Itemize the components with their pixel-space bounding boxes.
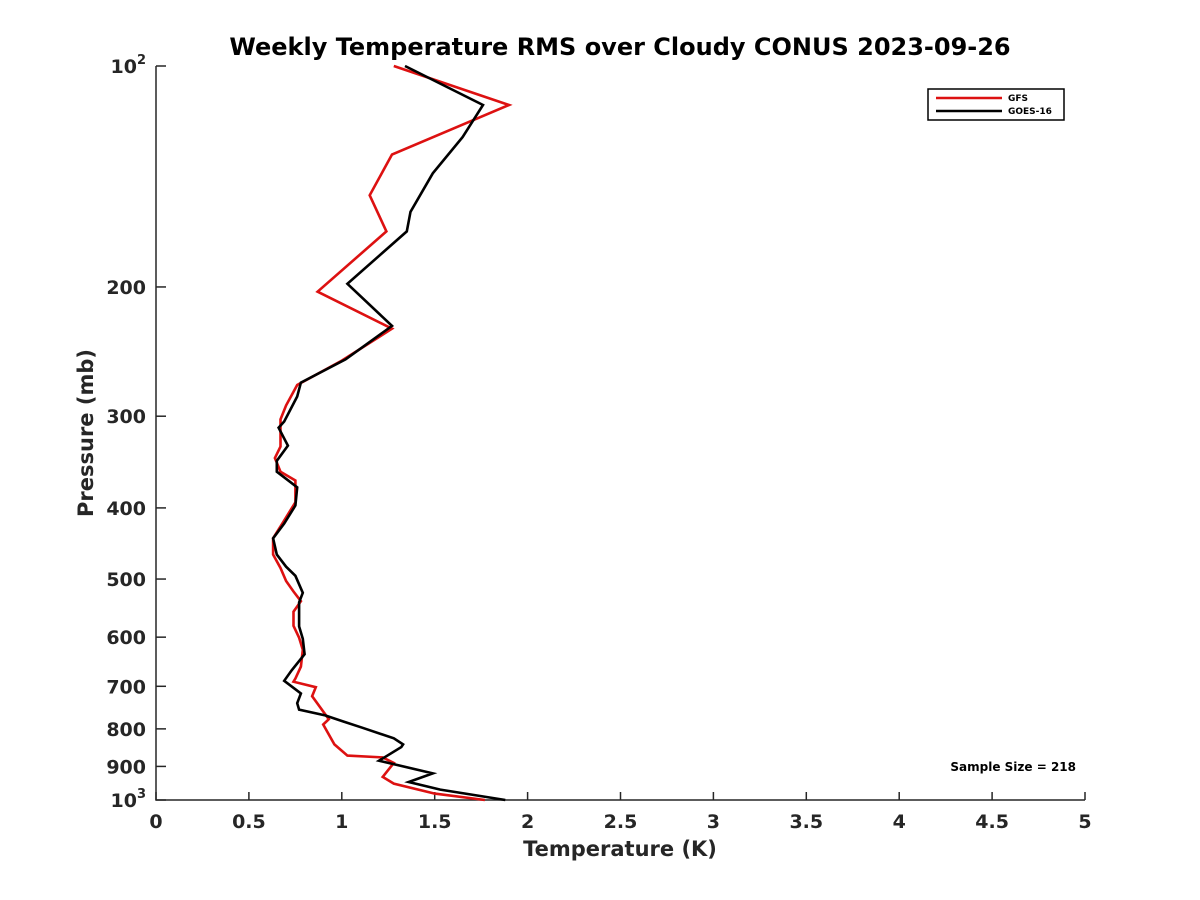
series-lines — [271, 64, 513, 802]
sample-size-annotation: Sample Size = 218 — [950, 760, 1076, 774]
x-tick-label: 1 — [335, 811, 348, 833]
y-tick-base: 10 — [111, 790, 137, 812]
x-tick-label: 5 — [1078, 811, 1091, 833]
y-tick-base: 10 — [111, 56, 137, 78]
x-tick-label: 4.5 — [975, 811, 1009, 833]
y-tick-label: 103 — [111, 787, 147, 812]
x-tick-label: 3.5 — [789, 811, 823, 833]
y-tick-label: 500 — [106, 569, 146, 591]
y-tick-label: 800 — [106, 719, 146, 741]
plot-area: 0 0.5 1 1.5 2 2.5 3 3.5 4 4.5 5 102200300400500600… — [106, 53, 1091, 833]
x-axis-ticks: 0 0.5 1 1.5 2 2.5 3 3.5 4 4.5 5 — [149, 792, 1092, 833]
y-tick-label: 600 — [106, 627, 146, 649]
y-tick-label: 700 — [106, 676, 146, 698]
y-tick-label: 200 — [106, 277, 146, 299]
chart-title: Weekly Temperature RMS over Cloudy CONUS… — [229, 33, 1010, 61]
x-tick-label: 2 — [521, 811, 534, 833]
x-tick-label: 0.5 — [232, 811, 266, 833]
y-tick-label: 900 — [106, 756, 146, 778]
legend-entry-label: GFS — [1008, 94, 1028, 104]
x-tick-label: 3 — [707, 811, 720, 833]
y-tick-label: 400 — [106, 498, 146, 520]
x-axis-label: Temperature (K) — [523, 837, 717, 861]
series-line-gfs — [271, 64, 513, 802]
y-tick-exponent: 3 — [137, 787, 146, 802]
x-tick-label: 1.5 — [418, 811, 452, 833]
y-tick-exponent: 2 — [137, 53, 146, 68]
x-tick-label: 0 — [149, 811, 162, 833]
y-axis-label: Pressure (mb) — [74, 349, 98, 517]
legend-entry-label: GOES-16 — [1008, 107, 1052, 117]
legend: GFS GOES-16 — [927, 88, 1065, 121]
y-tick-label: 102 — [111, 53, 147, 78]
x-tick-label: 2.5 — [604, 811, 638, 833]
series-line-goes-16 — [271, 64, 506, 802]
y-tick-label: 300 — [106, 406, 146, 428]
legend-box — [927, 88, 1065, 121]
x-tick-label: 4 — [893, 811, 906, 833]
